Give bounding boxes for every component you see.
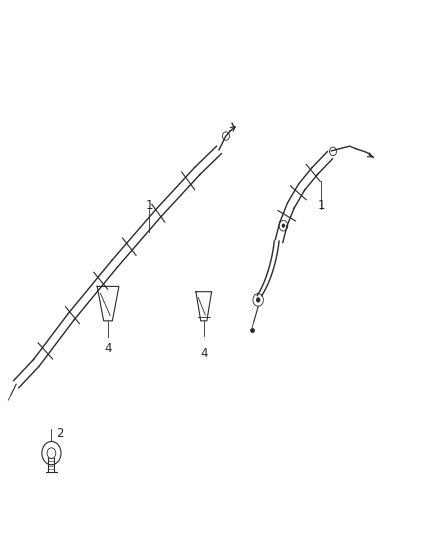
Text: 4: 4 [200, 348, 208, 360]
Text: 1: 1 [145, 199, 153, 212]
Text: 2: 2 [57, 427, 64, 440]
Circle shape [256, 297, 260, 303]
Circle shape [282, 223, 285, 228]
Text: 4: 4 [104, 342, 112, 355]
Text: 1: 1 [318, 199, 325, 212]
